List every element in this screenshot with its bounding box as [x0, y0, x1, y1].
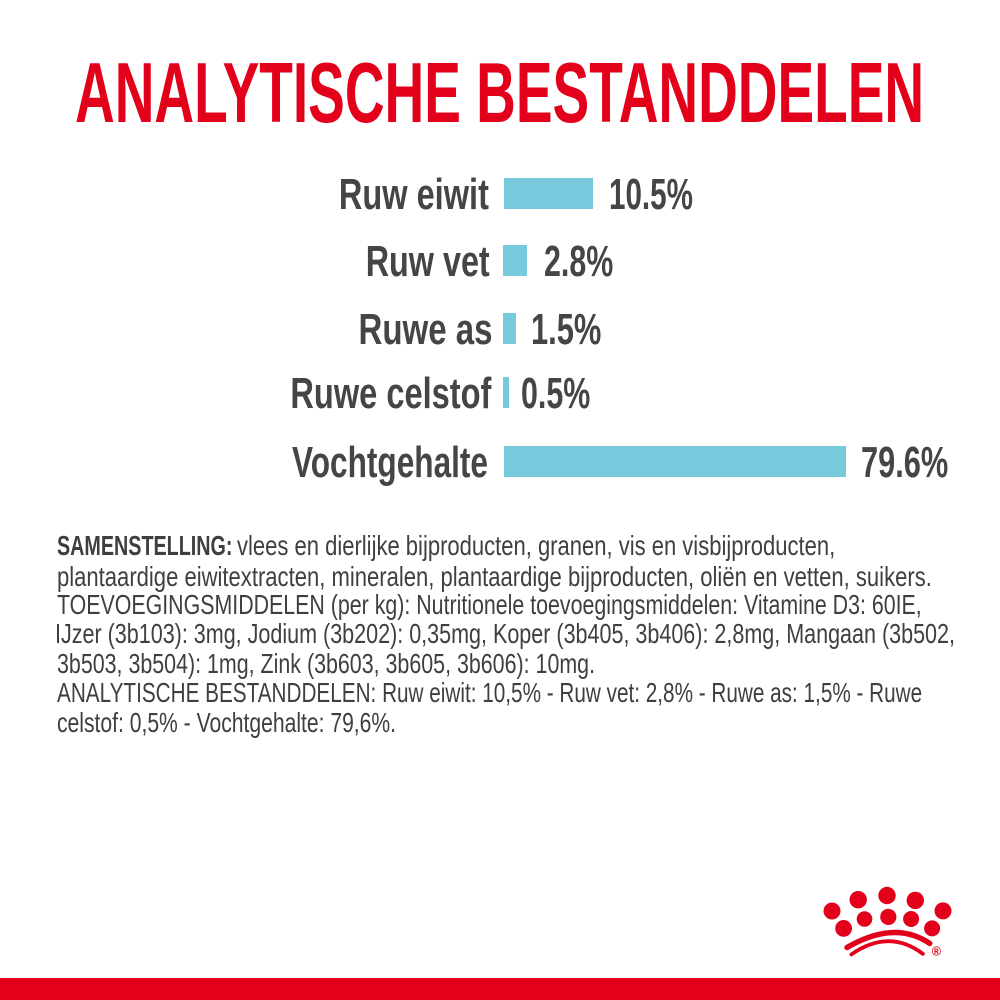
svg-text:®: ®: [932, 944, 942, 958]
